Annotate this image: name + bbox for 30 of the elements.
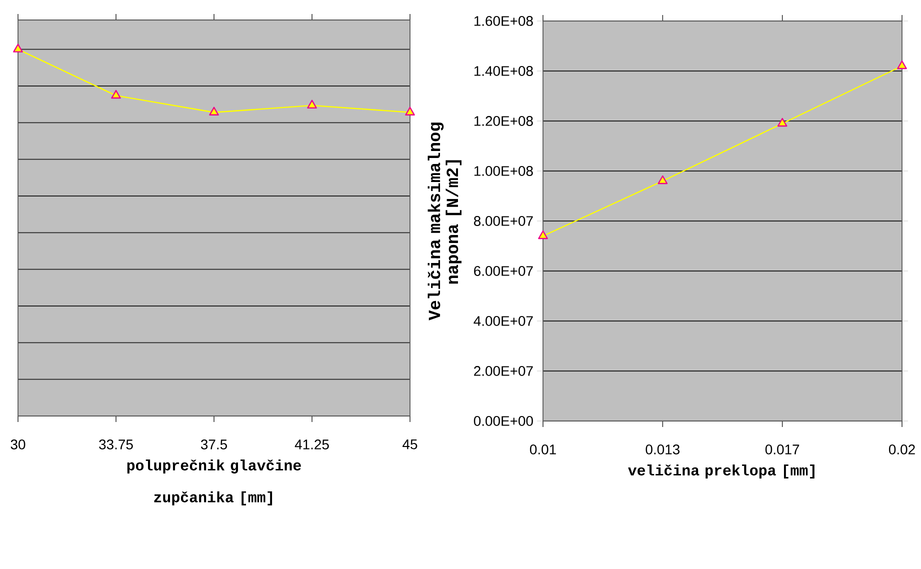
x-tick-label: 37.5 (200, 440, 227, 450)
point (405, 106, 415, 116)
y-tick-label: 2.00E+07 (474, 366, 533, 376)
x-tick-label: 0.017 (765, 444, 800, 454)
y-tick-label: 1.40E+08 (474, 66, 533, 76)
point (209, 106, 219, 116)
y-tick-label: 1.60E+08 (474, 16, 533, 26)
x-axis-title: veličina preklopa [mm] (628, 464, 814, 478)
x-tick-label: 45 (402, 440, 418, 450)
y-tick-label: 8.00E+07 (474, 216, 533, 226)
x-tick-label: 33.75 (99, 440, 133, 450)
point (13, 44, 23, 52)
y-tick-label: 6.00E+07 (474, 266, 533, 276)
point (897, 60, 907, 70)
point (307, 100, 317, 109)
x-axis-title: poluprečnik glavčine zupčanika [mm] (127, 460, 301, 506)
y-tick-label: 0.00E+00 (474, 416, 533, 426)
x-tick-label: 0.02 (888, 444, 915, 454)
point (658, 175, 668, 184)
y-tick-label: 1.00E+08 (474, 166, 533, 176)
point (538, 230, 548, 240)
x-tick-label: 30 (10, 440, 26, 450)
y-axis-title: Veličina maksimalnog napona [N/m2] (428, 122, 462, 320)
point (777, 118, 788, 127)
x-tick-label: 41.25 (294, 440, 329, 450)
x-tick-label: 0.01 (530, 444, 556, 454)
x-tick-label: 0.013 (646, 444, 680, 454)
y-tick-label: 4.00E+07 (474, 316, 533, 326)
point (111, 90, 121, 99)
y-tick-label: 1.20E+08 (474, 116, 533, 126)
